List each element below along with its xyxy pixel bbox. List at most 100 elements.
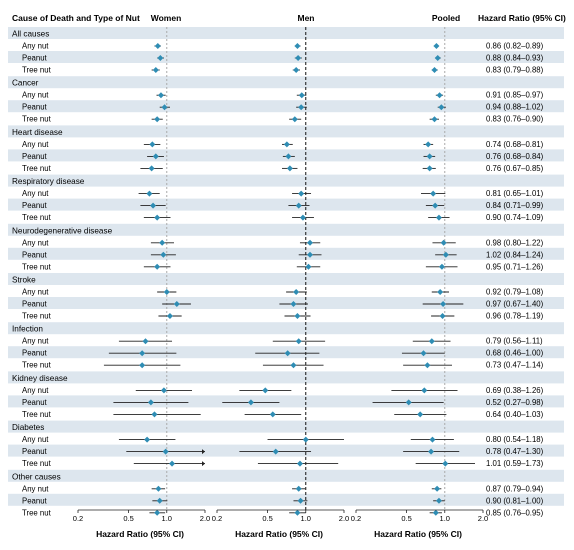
point-women-other-causes-any-nut bbox=[155, 485, 162, 492]
row-label-infection-any-nut: Any nut bbox=[22, 337, 49, 346]
hr-value-other-causes-tree-nut: 0.85 (0.76–0.95) bbox=[486, 508, 544, 517]
header-label-col: Cause of Death and Type of Nut bbox=[12, 13, 140, 23]
point-men-kidney-disease-tree-nut bbox=[269, 411, 276, 418]
point-men-kidney-disease-peanut bbox=[247, 399, 254, 406]
point-pooled-all-causes-any-nut bbox=[433, 43, 440, 49]
point-women-respiratory-disease-tree-nut bbox=[154, 214, 161, 221]
point-pooled-infection-tree-nut bbox=[424, 362, 431, 369]
point-women-respiratory-disease-any-nut bbox=[146, 190, 153, 197]
group-header-band-cancer bbox=[8, 76, 564, 89]
hr-value-stroke-tree-nut: 0.96 (0.78–1.19) bbox=[486, 312, 544, 321]
hr-value-respiratory-disease-any-nut: 0.81 (0.65–1.01) bbox=[486, 189, 544, 198]
point-pooled-kidney-disease-tree-nut bbox=[417, 411, 424, 418]
x-tick-label-men-2.0: 2.0 bbox=[339, 514, 349, 523]
row-label-cancer-peanut: Peanut bbox=[22, 103, 48, 112]
point-pooled-all-causes-peanut bbox=[434, 55, 441, 61]
row-label-heart-disease-peanut: Peanut bbox=[22, 152, 48, 161]
point-men-respiratory-disease-peanut bbox=[295, 202, 302, 209]
group-label-other-causes: Other causes bbox=[12, 472, 61, 481]
point-pooled-diabetes-peanut bbox=[428, 448, 435, 455]
point-pooled-cancer-tree-nut bbox=[431, 116, 438, 123]
hr-value-all-causes-tree-nut: 0.83 (0.79–0.88) bbox=[486, 66, 544, 75]
point-women-cancer-any-nut bbox=[157, 92, 164, 99]
hr-value-stroke-peanut: 0.97 (0.67–1.40) bbox=[486, 300, 544, 309]
point-men-cancer-tree-nut bbox=[291, 116, 298, 123]
point-men-stroke-tree-nut bbox=[294, 313, 301, 319]
row-label-diabetes-peanut: Peanut bbox=[22, 447, 48, 456]
point-men-diabetes-peanut bbox=[272, 448, 279, 455]
point-men-all-causes-any-nut bbox=[294, 43, 301, 49]
point-men-respiratory-disease-any-nut bbox=[298, 190, 305, 197]
panel-title-women: Women bbox=[151, 13, 182, 23]
hr-value-neurodegenerative-disease-peanut: 1.02 (0.84–1.24) bbox=[486, 250, 544, 259]
point-women-neurodegenerative-disease-tree-nut bbox=[154, 263, 161, 270]
group-label-heart-disease: Heart disease bbox=[12, 128, 63, 137]
row-label-kidney-disease-peanut: Peanut bbox=[22, 398, 48, 407]
point-pooled-infection-peanut bbox=[420, 350, 427, 357]
row-label-respiratory-disease-tree-nut: Tree nut bbox=[22, 213, 52, 222]
row-label-stroke-any-nut: Any nut bbox=[22, 288, 49, 297]
row-label-infection-tree-nut: Tree nut bbox=[22, 361, 52, 370]
group-header-band-kidney-disease bbox=[8, 371, 564, 384]
row-label-all-causes-tree-nut: Tree nut bbox=[22, 66, 52, 75]
point-women-stroke-any-nut bbox=[163, 289, 170, 295]
hr-value-neurodegenerative-disease-tree-nut: 0.95 (0.71–1.26) bbox=[486, 262, 544, 271]
hr-value-kidney-disease-tree-nut: 0.64 (0.40–1.03) bbox=[486, 410, 544, 419]
point-women-heart-disease-any-nut bbox=[149, 141, 156, 148]
point-women-heart-disease-peanut bbox=[152, 153, 159, 160]
axis-label-pooled: Hazard Ratio (95% CI) bbox=[374, 529, 462, 539]
row-label-infection-peanut: Peanut bbox=[22, 349, 48, 358]
plot-marks bbox=[103, 43, 476, 516]
group-header-band-diabetes bbox=[8, 420, 564, 433]
point-women-cancer-tree-nut bbox=[154, 116, 161, 123]
point-men-neurodegenerative-disease-any-nut bbox=[307, 239, 314, 246]
hr-value-infection-tree-nut: 0.73 (0.47–1.14) bbox=[486, 361, 544, 370]
hr-value-diabetes-any-nut: 0.80 (0.54–1.18) bbox=[486, 435, 544, 444]
point-women-diabetes-any-nut bbox=[144, 436, 151, 443]
point-men-respiratory-disease-tree-nut bbox=[299, 214, 306, 221]
x-tick-label-pooled-0.5: 0.5 bbox=[401, 514, 411, 523]
point-men-infection-any-nut bbox=[295, 338, 302, 345]
point-women-infection-any-nut bbox=[142, 338, 149, 345]
x-tick-label-men-1.0: 1.0 bbox=[301, 514, 311, 523]
point-women-cancer-peanut bbox=[161, 104, 168, 111]
row-band-respiratory-disease-peanut bbox=[8, 198, 564, 211]
row-label-all-causes-any-nut: Any nut bbox=[22, 42, 49, 51]
hr-value-heart-disease-tree-nut: 0.76 (0.67–0.85) bbox=[486, 164, 544, 173]
row-band-kidney-disease-peanut bbox=[8, 395, 564, 408]
point-women-neurodegenerative-disease-any-nut bbox=[159, 239, 166, 246]
row-label-kidney-disease-any-nut: Any nut bbox=[22, 386, 49, 395]
point-men-heart-disease-peanut bbox=[285, 153, 292, 160]
axis-label-women: Hazard Ratio (95% CI) bbox=[96, 529, 184, 539]
row-label-cancer-tree-nut: Tree nut bbox=[22, 115, 52, 124]
group-header-band-respiratory-disease bbox=[8, 174, 564, 187]
point-pooled-infection-any-nut bbox=[428, 338, 435, 345]
group-label-infection: Infection bbox=[12, 325, 43, 334]
row-band-diabetes-peanut bbox=[8, 444, 564, 457]
row-label-cancer-any-nut: Any nut bbox=[22, 91, 49, 100]
point-men-all-causes-tree-nut bbox=[293, 67, 300, 73]
group-label-all-causes: All causes bbox=[12, 30, 49, 39]
hr-value-cancer-peanut: 0.94 (0.88–1.02) bbox=[486, 103, 544, 112]
point-pooled-neurodegenerative-disease-tree-nut bbox=[438, 263, 445, 270]
group-header-band-infection bbox=[8, 322, 564, 335]
x-tick-label-women-1.0: 1.0 bbox=[162, 514, 172, 523]
hr-value-neurodegenerative-disease-any-nut: 0.98 (0.80–1.22) bbox=[486, 238, 544, 247]
hr-value-all-causes-peanut: 0.88 (0.84–0.93) bbox=[486, 54, 544, 63]
point-pooled-kidney-disease-peanut bbox=[405, 399, 412, 406]
point-women-infection-peanut bbox=[139, 350, 146, 357]
point-women-stroke-tree-nut bbox=[166, 313, 173, 319]
x-tick-label-women-2.0: 2.0 bbox=[200, 514, 210, 523]
point-women-diabetes-peanut bbox=[162, 448, 169, 455]
group-header-band-other-causes bbox=[8, 469, 564, 482]
row-label-heart-disease-any-nut: Any nut bbox=[22, 140, 49, 149]
row-label-respiratory-disease-peanut: Peanut bbox=[22, 201, 48, 210]
point-pooled-heart-disease-tree-nut bbox=[426, 165, 433, 172]
row-label-kidney-disease-tree-nut: Tree nut bbox=[22, 410, 52, 419]
axis-label-men: Hazard Ratio (95% CI) bbox=[235, 529, 323, 539]
point-women-all-causes-any-nut bbox=[154, 43, 161, 49]
row-label-other-causes-tree-nut: Tree nut bbox=[22, 508, 52, 517]
point-men-other-causes-tree-nut bbox=[294, 509, 301, 516]
